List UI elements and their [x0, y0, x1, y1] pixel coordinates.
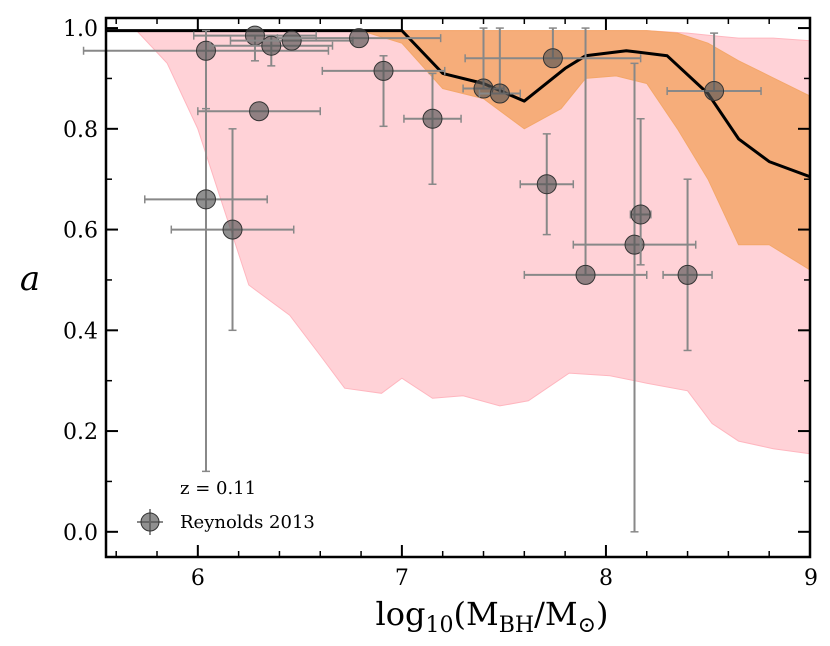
data-point-1 — [144, 107, 268, 473]
x-axis-label: log10(MBH/M⊙) — [375, 595, 608, 638]
y-tick-label-0.2: 0.2 — [63, 420, 98, 445]
data-point-13 — [464, 27, 642, 69]
x-label-sub-10: 10 — [425, 613, 453, 638]
x-tick-label-9: 9 — [804, 566, 818, 591]
data-point-marker — [630, 204, 651, 225]
plot-frame — [104, 16, 812, 559]
data-point-4 — [197, 101, 322, 122]
data-point-marker — [624, 234, 645, 255]
median-line — [106, 29, 810, 179]
x-label-sub-sun: ⊙ — [578, 613, 596, 638]
data-point-8 — [321, 55, 446, 128]
data-point-marker — [281, 30, 302, 51]
data-point-14 — [523, 27, 648, 285]
data-point-marker — [677, 264, 698, 285]
x-label-sub-bh: BH — [499, 613, 534, 638]
data-point-11 — [478, 27, 521, 104]
data-points — [82, 25, 762, 533]
legend-label: Reynolds 2013 — [180, 512, 315, 533]
legend-marker — [140, 512, 160, 532]
data-point-marker — [349, 28, 370, 49]
legend: Reynolds 2013 — [137, 509, 315, 535]
data-point-marker — [373, 60, 394, 81]
y-tick-label-0.4: 0.4 — [63, 319, 98, 344]
data-point-15 — [572, 62, 697, 533]
data-point-7 — [276, 28, 442, 49]
x-label-open: (M — [453, 595, 498, 633]
x-label-slash: /M — [534, 595, 578, 633]
data-point-marker — [575, 264, 596, 285]
x-tick-label-7: 7 — [395, 566, 409, 591]
data-point-12 — [519, 133, 575, 236]
data-point-marker — [489, 83, 510, 104]
data-point-marker — [222, 219, 243, 240]
data-point-2 — [170, 128, 295, 332]
data-point-marker — [536, 174, 557, 195]
x-label-close: ) — [596, 595, 608, 633]
data-point-marker — [422, 108, 443, 129]
data-point-marker — [195, 40, 216, 61]
data-point-16 — [629, 117, 652, 266]
y-tick-label-0.0: 0.0 — [63, 521, 98, 546]
data-point-marker — [244, 25, 265, 46]
data-point-9 — [403, 72, 462, 185]
data-point-marker — [542, 48, 563, 69]
data-point-marker — [195, 189, 216, 210]
data-point-marker — [704, 81, 725, 102]
data-point-marker — [249, 101, 270, 122]
y-tick-label-1.0: 1.0 — [63, 17, 98, 42]
axis-ticks: 6 7 8 9 0.0 0.2 0.4 0.6 0.8 1.0 — [63, 17, 818, 591]
data-point-17 — [662, 178, 713, 352]
y-tick-label-0.6: 0.6 — [63, 219, 98, 244]
y-axis-label: a — [20, 259, 40, 299]
median-line-group — [106, 29, 810, 179]
x-label-log: log — [375, 595, 425, 633]
x-tick-label-8: 8 — [599, 566, 613, 591]
data-point-18 — [666, 32, 762, 102]
redshift-annotation: z = 0.11 — [180, 478, 256, 499]
x-tick-label-6: 6 — [191, 566, 205, 591]
y-tick-label-0.8: 0.8 — [63, 118, 98, 143]
data-point-6 — [229, 30, 354, 51]
data-point-0 — [82, 29, 330, 112]
